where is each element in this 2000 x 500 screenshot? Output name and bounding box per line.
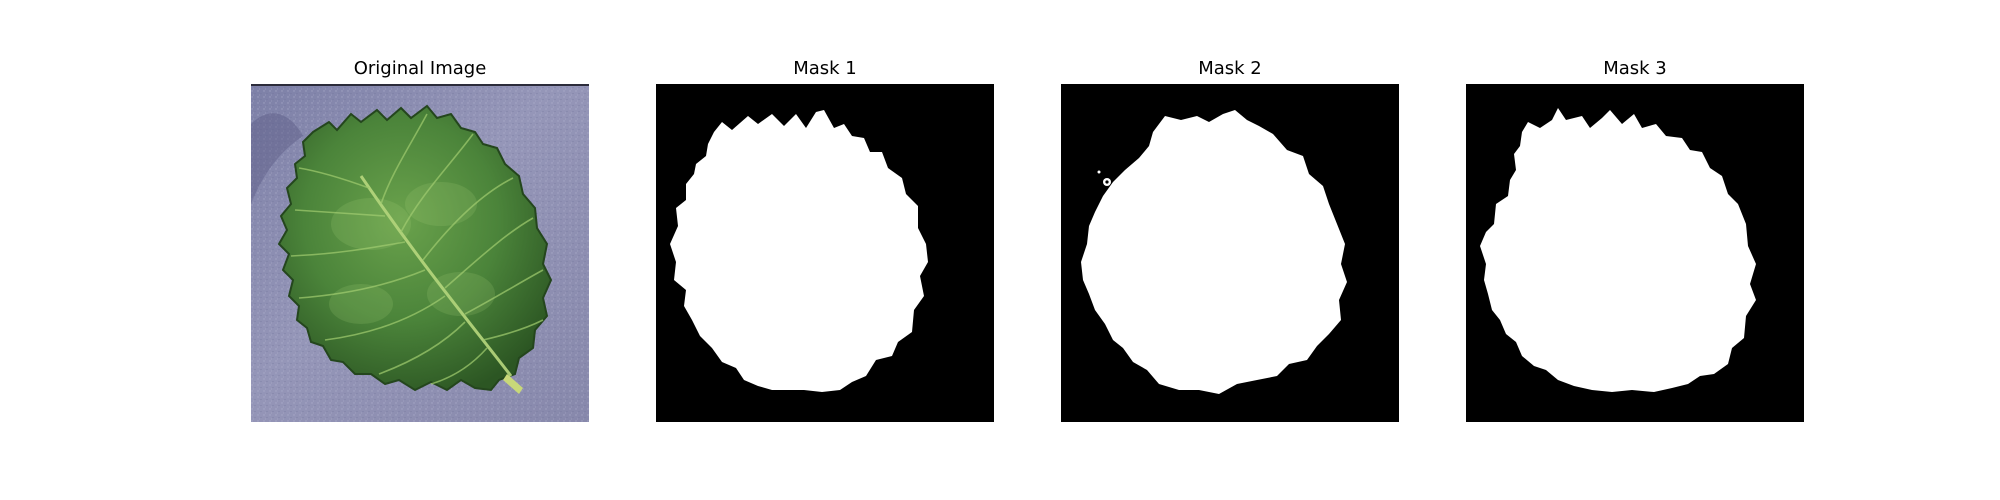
panel-mask-3: Mask 3: [1466, 0, 1804, 500]
panel-mask-2: Mask 2: [1061, 0, 1399, 500]
mask-shape: [1081, 110, 1347, 394]
mask-shape: [670, 110, 928, 392]
panel-mask-1: Mask 1: [656, 0, 994, 500]
panel-title: Mask 1: [793, 58, 857, 79]
panel-title: Original Image: [353, 58, 487, 79]
mask-1-image: [656, 84, 994, 422]
panel-original-image: Original Image: [251, 0, 589, 500]
mask-shape: [1480, 108, 1756, 392]
mask-3-image: [1466, 84, 1804, 422]
panel-title: Mask 2: [1198, 58, 1262, 79]
panel-title: Mask 3: [1603, 58, 1667, 79]
mask-2-image: [1061, 84, 1399, 422]
original-leaf-image: [251, 84, 589, 422]
leaf-shape: [277, 104, 553, 392]
